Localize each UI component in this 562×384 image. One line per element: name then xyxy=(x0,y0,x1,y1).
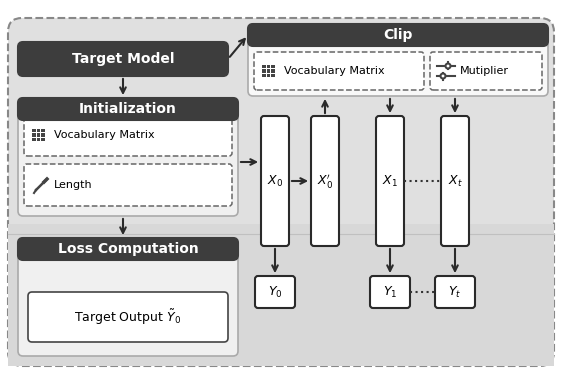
FancyBboxPatch shape xyxy=(248,24,548,96)
FancyBboxPatch shape xyxy=(248,24,548,46)
Bar xyxy=(266,73,270,77)
Text: Initialization: Initialization xyxy=(79,102,177,116)
Text: $X_t$: $X_t$ xyxy=(447,174,463,189)
Text: $Y_0$: $Y_0$ xyxy=(268,285,282,300)
Bar xyxy=(262,69,265,73)
Bar xyxy=(271,65,274,68)
Bar xyxy=(8,224,554,366)
Bar xyxy=(32,133,35,136)
FancyBboxPatch shape xyxy=(370,276,410,308)
FancyBboxPatch shape xyxy=(18,238,238,260)
Text: Vocabulary Matrix: Vocabulary Matrix xyxy=(54,130,155,140)
FancyBboxPatch shape xyxy=(255,276,295,308)
Bar xyxy=(266,69,270,73)
FancyBboxPatch shape xyxy=(18,42,228,76)
Bar xyxy=(32,137,35,141)
Text: Vocabulary Matrix: Vocabulary Matrix xyxy=(284,66,384,76)
Text: $Y_t$: $Y_t$ xyxy=(448,285,461,300)
FancyBboxPatch shape xyxy=(430,52,542,90)
Text: Target Model: Target Model xyxy=(72,52,174,66)
FancyBboxPatch shape xyxy=(18,238,238,356)
Bar xyxy=(37,137,40,141)
Bar xyxy=(41,129,44,132)
Bar xyxy=(41,133,44,136)
Text: Mutiplier: Mutiplier xyxy=(460,66,509,76)
FancyBboxPatch shape xyxy=(24,164,232,206)
Text: Clip: Clip xyxy=(383,28,413,42)
FancyBboxPatch shape xyxy=(254,52,424,90)
Text: $X_0$: $X_0$ xyxy=(267,174,283,189)
Text: Length: Length xyxy=(54,180,93,190)
FancyBboxPatch shape xyxy=(435,276,475,308)
FancyBboxPatch shape xyxy=(376,116,404,246)
FancyBboxPatch shape xyxy=(261,116,289,246)
Text: $X_0'$: $X_0'$ xyxy=(317,172,333,190)
Circle shape xyxy=(446,63,451,68)
FancyBboxPatch shape xyxy=(311,116,339,246)
Bar xyxy=(41,137,44,141)
Bar xyxy=(271,73,274,77)
Text: $Y_1$: $Y_1$ xyxy=(383,285,397,300)
FancyBboxPatch shape xyxy=(8,18,554,366)
FancyBboxPatch shape xyxy=(441,116,469,246)
FancyBboxPatch shape xyxy=(18,98,238,216)
Bar xyxy=(37,129,40,132)
Text: Loss Computation: Loss Computation xyxy=(58,242,198,256)
FancyBboxPatch shape xyxy=(24,114,232,156)
FancyBboxPatch shape xyxy=(28,292,228,342)
Text: Target Output $\tilde{Y}_0$: Target Output $\tilde{Y}_0$ xyxy=(74,307,182,327)
Bar xyxy=(37,133,40,136)
Bar xyxy=(32,129,35,132)
FancyBboxPatch shape xyxy=(18,98,238,120)
Bar xyxy=(266,65,270,68)
Bar xyxy=(262,73,265,77)
Circle shape xyxy=(441,73,446,78)
Bar xyxy=(271,69,274,73)
Text: $X_1$: $X_1$ xyxy=(382,174,398,189)
Bar xyxy=(262,65,265,68)
